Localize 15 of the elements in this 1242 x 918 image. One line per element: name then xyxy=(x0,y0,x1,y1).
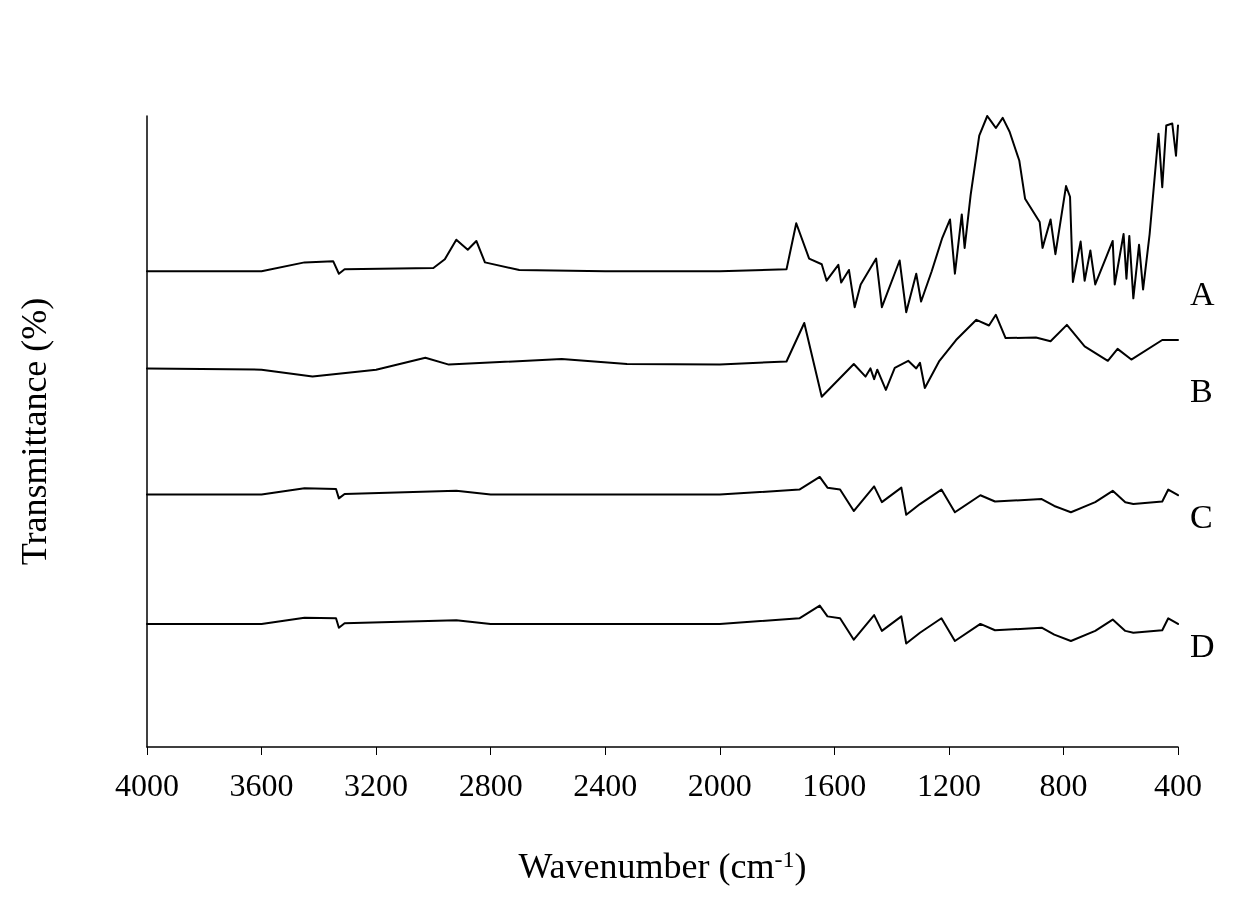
x-tick-label: 3200 xyxy=(344,767,409,803)
x-tick-label: 3600 xyxy=(229,767,294,803)
y-axis-title: Transmittance (%) xyxy=(14,297,54,566)
x-tick-label: 400 xyxy=(1154,767,1202,803)
series-label: B xyxy=(1190,371,1213,409)
series-label: D xyxy=(1190,627,1215,665)
x-tick-label: 2800 xyxy=(458,767,523,803)
x-tick-label: 800 xyxy=(1039,767,1088,803)
x-tick-label: 1200 xyxy=(916,767,981,803)
x-tick-label: 2000 xyxy=(687,767,752,803)
series-label: C xyxy=(1190,498,1213,536)
series-label: A xyxy=(1190,274,1215,312)
x-tick-label: 2400 xyxy=(573,767,638,803)
x-tick-label: 4000 xyxy=(115,767,179,803)
x-tick-label: 1600 xyxy=(802,767,867,803)
